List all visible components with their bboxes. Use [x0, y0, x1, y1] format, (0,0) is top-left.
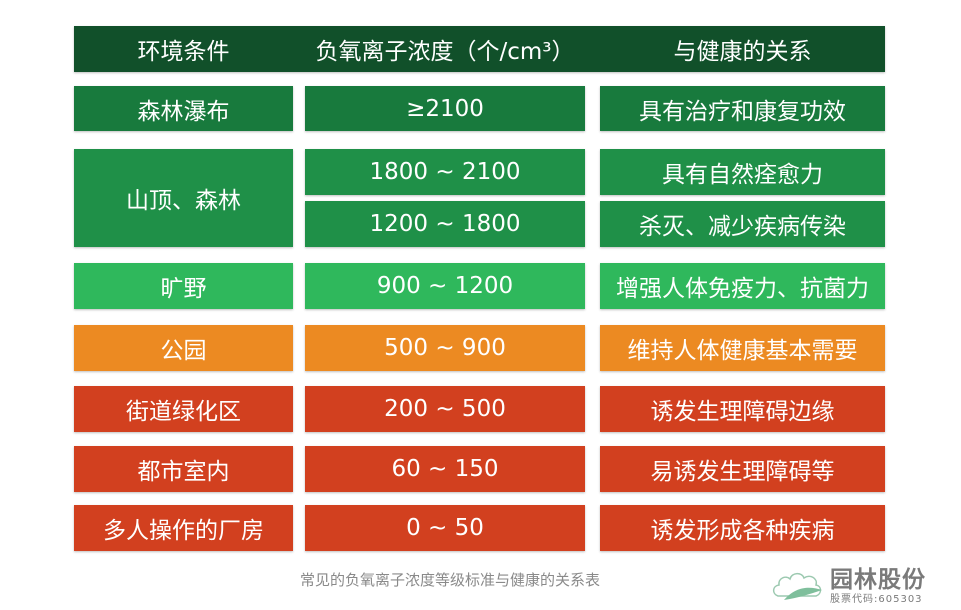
cell-concentration: 0 ~ 50: [305, 505, 585, 551]
cell-environment: 都市室内: [74, 446, 293, 492]
company-logo: 园林股份 股票代码:605303: [770, 560, 950, 605]
cell-health: 具有自然痊愈力: [600, 149, 885, 195]
cell-concentration: ≥2100: [305, 86, 585, 131]
cell-environment: 公园: [74, 325, 293, 371]
cell-concentration: 1200 ~ 1800: [305, 201, 585, 247]
header-environment: 环境条件: [137, 39, 230, 65]
cell-health: 诱发形成各种疾病: [600, 505, 885, 551]
cell-environment: 山顶、森林: [74, 149, 293, 247]
cell-health: 增强人体免疫力、抗菌力: [600, 263, 885, 309]
header-health: 与健康的关系: [673, 39, 812, 65]
cell-concentration: 60 ~ 150: [305, 446, 585, 492]
cell-environment: 森林瀑布: [74, 86, 293, 131]
cell-concentration: 1800 ~ 2100: [305, 149, 585, 195]
cell-concentration: 900 ~ 1200: [305, 263, 585, 309]
cell-health: 诱发生理障碍边缘: [600, 386, 885, 432]
logo-name: 园林股份: [830, 567, 926, 593]
cloud-leaf-icon: [772, 572, 822, 600]
cell-environment: 多人操作的厂房: [74, 505, 293, 551]
cell-health: 杀灭、减少疾病传染: [600, 201, 885, 247]
cell-environment: 街道绿化区: [74, 386, 293, 432]
cell-health: 维持人体健康基本需要: [600, 325, 885, 371]
table-caption: 常见的负氧离子浓度等级标准与健康的关系表: [300, 571, 601, 589]
cell-concentration: 200 ~ 500: [305, 386, 585, 432]
cell-concentration: 500 ~ 900: [305, 325, 585, 371]
header-concentration: 负氧离子浓度（个/cm³）: [315, 39, 575, 65]
cell-health: 具有治疗和康复功效: [600, 86, 885, 131]
logo-stock-code: 股票代码:605303: [830, 594, 923, 605]
cell-health: 易诱发生理障碍等: [600, 446, 885, 492]
cell-environment: 旷野: [74, 263, 293, 309]
table-header: 环境条件 负氧离子浓度（个/cm³） 与健康的关系: [74, 26, 885, 72]
